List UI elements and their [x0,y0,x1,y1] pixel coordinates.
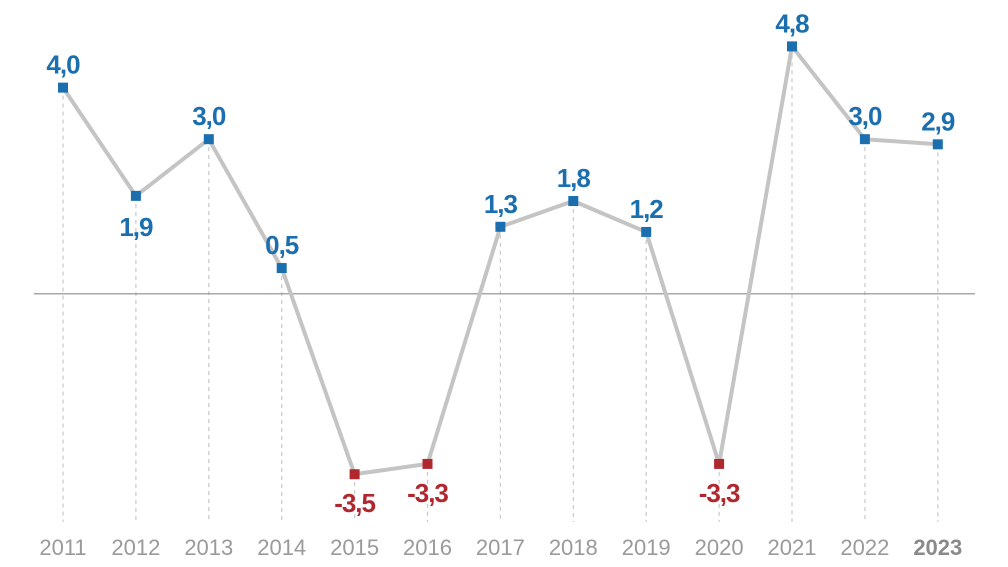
data-label-2011: 4,0 [46,50,80,80]
data-labels: 4,0 1,9 3,0 0,5 -3,5 -3,3 1,3 1,8 1,2 -3,3 4,8 3,0 2… [46,8,955,518]
data-label-2022: 3,0 [848,101,882,131]
marker-2020 [714,458,725,469]
x-tick-2016: 2016 [403,535,452,560]
marker-2013 [203,134,214,145]
marker-2016 [422,458,433,469]
data-label-2019: 1,2 [630,194,664,224]
data-label-2015: -3,5 [334,488,375,518]
marker-2017 [495,221,506,232]
marker-2021 [787,41,797,52]
data-label-2012: 1,9 [119,212,153,242]
x-tick-2018: 2018 [549,535,598,560]
x-tick-2017: 2017 [476,535,525,560]
x-tick-2022: 2022 [840,535,889,560]
marker-2022 [859,134,870,145]
data-label-2020: -3,3 [699,478,740,508]
data-label-2018: 1,8 [557,163,591,193]
marker-2012 [130,190,141,201]
marker-2014 [276,263,287,274]
x-tick-2015: 2015 [330,535,379,560]
data-label-2014: 0,5 [265,230,299,260]
x-tick-2019: 2019 [622,535,671,560]
x-tick-2020: 2020 [695,535,744,560]
x-tick-2011: 2011 [39,535,86,560]
data-label-2021: 4,8 [775,8,809,38]
marker-2018 [568,196,579,207]
x-tick-2013: 2013 [184,535,233,560]
data-label-2016: -3,3 [407,478,448,508]
data-label-2023: 2,9 [921,106,955,136]
marker-2019 [641,226,652,237]
vertical-guides [62,54,939,522]
x-axis-tick-labels: 2011 2012 2013 2014 2015 2016 2017 2018 2019 2020… [39,535,962,560]
marker-2015 [349,469,360,480]
x-tick-2012: 2012 [111,535,160,560]
data-label-2017: 1,3 [484,189,518,219]
x-tick-2021: 2021 [768,535,817,560]
marker-2023 [932,139,943,150]
data-markers [58,41,943,480]
data-label-2013: 3,0 [192,101,226,131]
marker-2011 [58,82,68,93]
x-tick-2023: 2023 [913,535,962,560]
x-tick-2014: 2014 [257,535,306,560]
